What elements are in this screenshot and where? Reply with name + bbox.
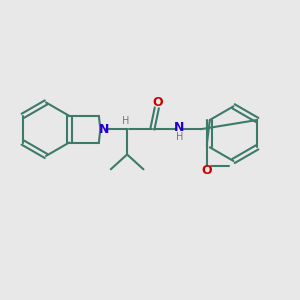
Text: O: O	[201, 164, 211, 177]
Text: O: O	[152, 96, 163, 109]
Text: N: N	[174, 121, 184, 134]
Text: H: H	[122, 116, 129, 126]
Text: N: N	[99, 123, 109, 136]
Text: H: H	[176, 132, 183, 142]
